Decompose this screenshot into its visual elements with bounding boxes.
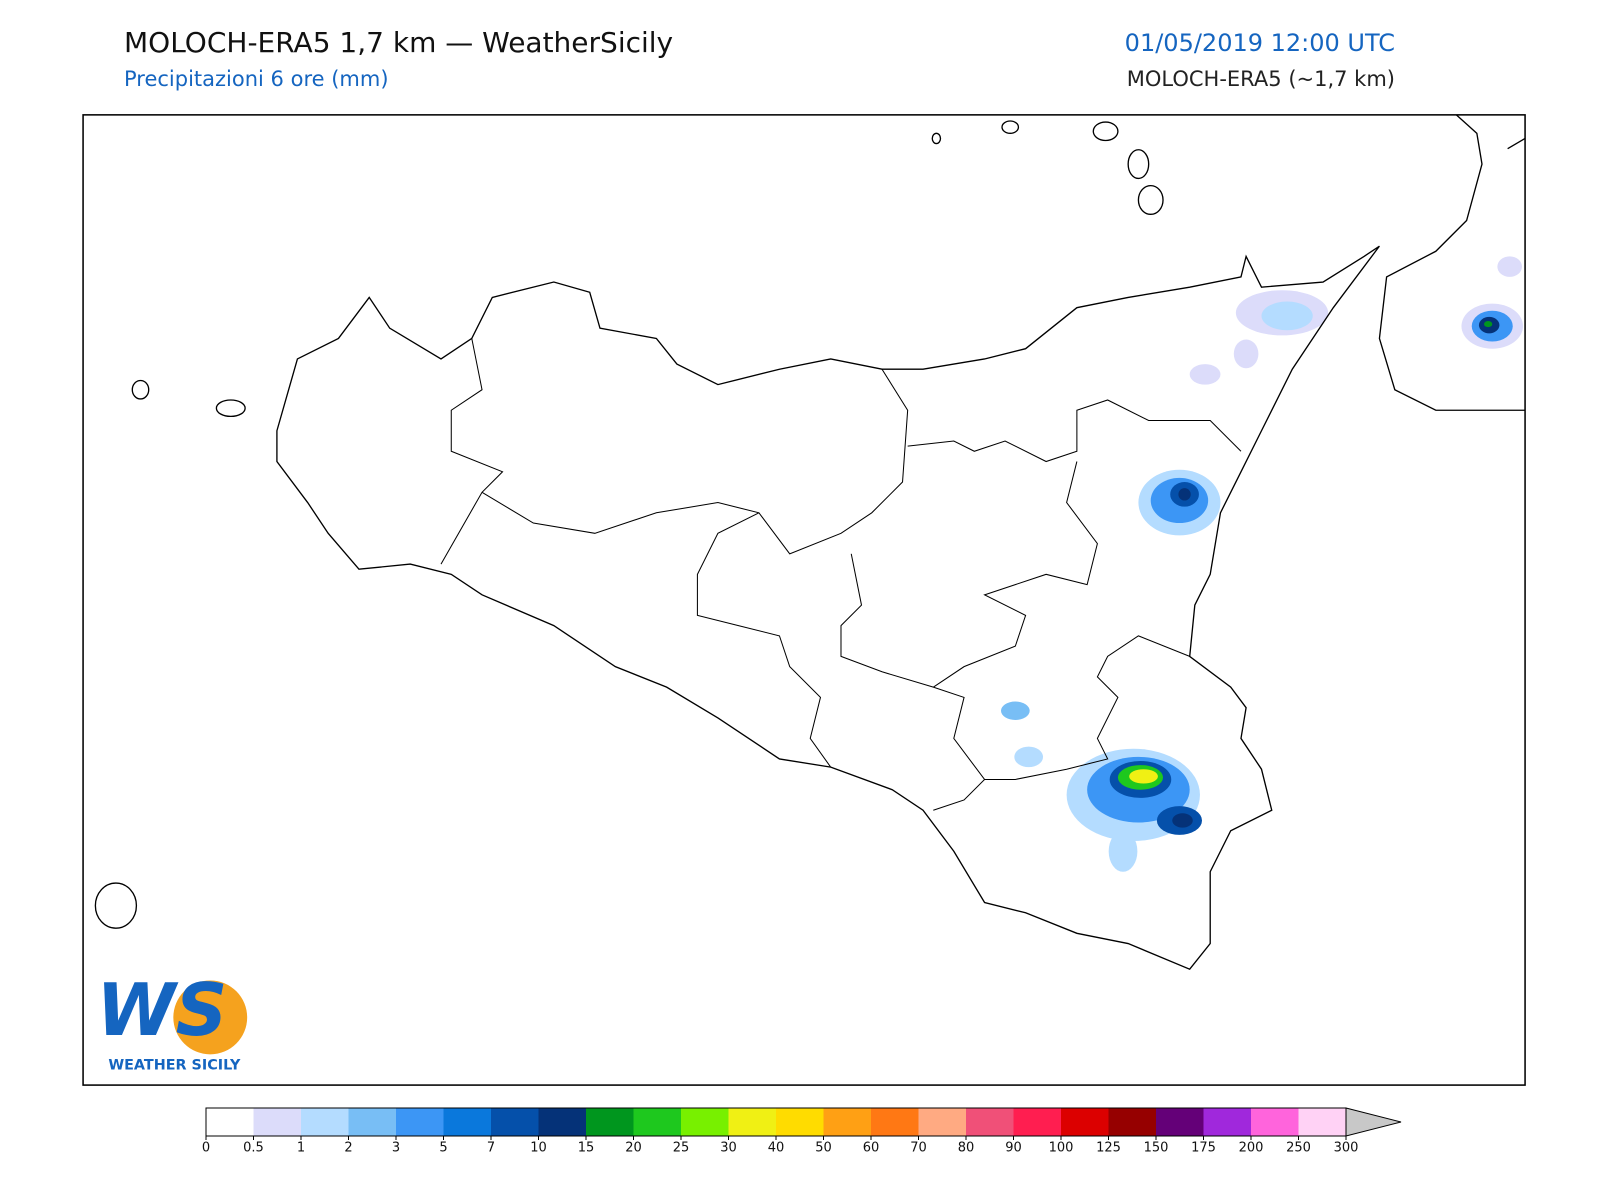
colorbar-tick-label: 70 [910, 1141, 927, 1156]
colorbar-segment [443, 1108, 491, 1136]
model-label: MOLOCH-ERA5 (~1,7 km) [1127, 67, 1395, 91]
colorbar-segment [348, 1108, 396, 1136]
colorbar-segment [1298, 1108, 1346, 1136]
colorbar-tick-label: 3 [392, 1141, 400, 1156]
colorbar-tick-label: 50 [815, 1141, 832, 1156]
colorbar-segment [301, 1108, 349, 1136]
colorbar-segment [1156, 1108, 1204, 1136]
colorbar-segment [1251, 1108, 1299, 1136]
colorbar-tick-label: 0 [202, 1141, 210, 1156]
colorbar-segment [871, 1108, 919, 1136]
colorbar-segment [918, 1108, 966, 1136]
colorbar-tick-label: 200 [1239, 1141, 1264, 1156]
map: WS WEATHER SICILY [82, 114, 1526, 1086]
colorbar-extend [1345, 1107, 1402, 1137]
colorbar-tick-label: 175 [1191, 1141, 1216, 1156]
colorbar-tick-label: 2 [344, 1141, 352, 1156]
colorbar-tick-label: 250 [1286, 1141, 1311, 1156]
datetime: 01/05/2019 12:00 UTC [1125, 29, 1395, 57]
colorbar-tick-label: 0.5 [243, 1141, 264, 1156]
title: MOLOCH-ERA5 1,7 km — WeatherSicily [124, 26, 673, 59]
colorbar-tick-label: 60 [863, 1141, 880, 1156]
colorbar-segment [538, 1108, 586, 1136]
map-frame [82, 114, 1526, 1086]
colorbar-segment [1013, 1108, 1061, 1136]
colorbar-segment [966, 1108, 1014, 1136]
coastlines [94, 114, 1526, 971]
colorbar-tick-label: 90 [1005, 1141, 1022, 1156]
colorbar-segment [1108, 1108, 1156, 1136]
precipitation [1000, 256, 1524, 872]
colorbar-tick-label: 7 [487, 1141, 495, 1156]
colorbar-segment [1061, 1108, 1109, 1136]
colorbar: 0 0.5 1 2 3 5 7 10 15 20 25 30 40 50 60 70 80 90 100 125 150… [202, 1107, 1402, 1156]
colorbar-segment [776, 1108, 824, 1136]
colorbar-tick-label: 125 [1096, 1141, 1121, 1156]
colorbar-segment [586, 1108, 634, 1136]
colorbar-tick-label: 15 [578, 1141, 595, 1156]
colorbar-segment [491, 1108, 539, 1136]
colorbar-tick-label: 30 [720, 1141, 737, 1156]
colorbar-tick-label: 25 [673, 1141, 690, 1156]
logo-mark: WS [96, 968, 227, 1052]
colorbar-tick-label: 150 [1144, 1141, 1169, 1156]
colorbar-segment [396, 1108, 444, 1136]
logo: WS WEATHER SICILY [96, 968, 248, 1074]
colorbar-segment [728, 1108, 776, 1136]
colorbar-tick-label: 100 [1049, 1141, 1074, 1156]
colorbar-segment [206, 1108, 254, 1136]
colorbar-segment [633, 1108, 681, 1136]
colorbar-tick-label: 80 [958, 1141, 975, 1156]
colorbar-segment [1203, 1108, 1251, 1136]
logo-name: WEATHER SICILY [108, 1058, 241, 1074]
colorbar-tick-label: 5 [439, 1141, 447, 1156]
colorbar-segment [823, 1108, 871, 1136]
colorbar-tick-label: 1 [297, 1141, 305, 1156]
colorbar-tick-label: 10 [530, 1141, 547, 1156]
province-borders [440, 338, 1242, 811]
colorbar-segment [253, 1108, 301, 1136]
colorbar-tick-label: 40 [768, 1141, 785, 1156]
colorbar-segment [681, 1108, 729, 1136]
colorbar-tick-label: 20 [625, 1141, 642, 1156]
subtitle: Precipitazioni 6 ore (mm) [124, 67, 389, 91]
colorbar-tick-label: 300 [1334, 1141, 1359, 1156]
